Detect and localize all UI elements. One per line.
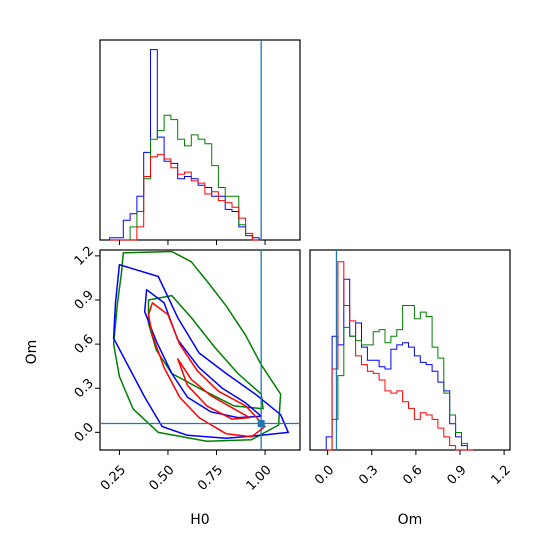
contour-red-5 <box>176 358 251 420</box>
panel-2d-frame <box>99 249 301 451</box>
h0-hist-blue <box>109 49 260 240</box>
truth-marker <box>257 420 265 428</box>
x-axis-label-h0: H0 <box>190 512 209 528</box>
panel-hist-om-frame <box>309 249 511 451</box>
h0-hist-green <box>109 114 260 241</box>
h0-hist-red <box>109 154 260 241</box>
om-hist-red <box>326 261 474 451</box>
om-hist-green <box>326 305 474 451</box>
panel-hist-h0-frame <box>99 39 301 241</box>
y-axis-label-om: Om <box>24 340 40 365</box>
contour-green-1 <box>147 294 264 410</box>
contour-red-4 <box>147 302 266 438</box>
om-hist-blue <box>325 278 474 451</box>
x-axis-label-om: Om <box>398 512 423 528</box>
